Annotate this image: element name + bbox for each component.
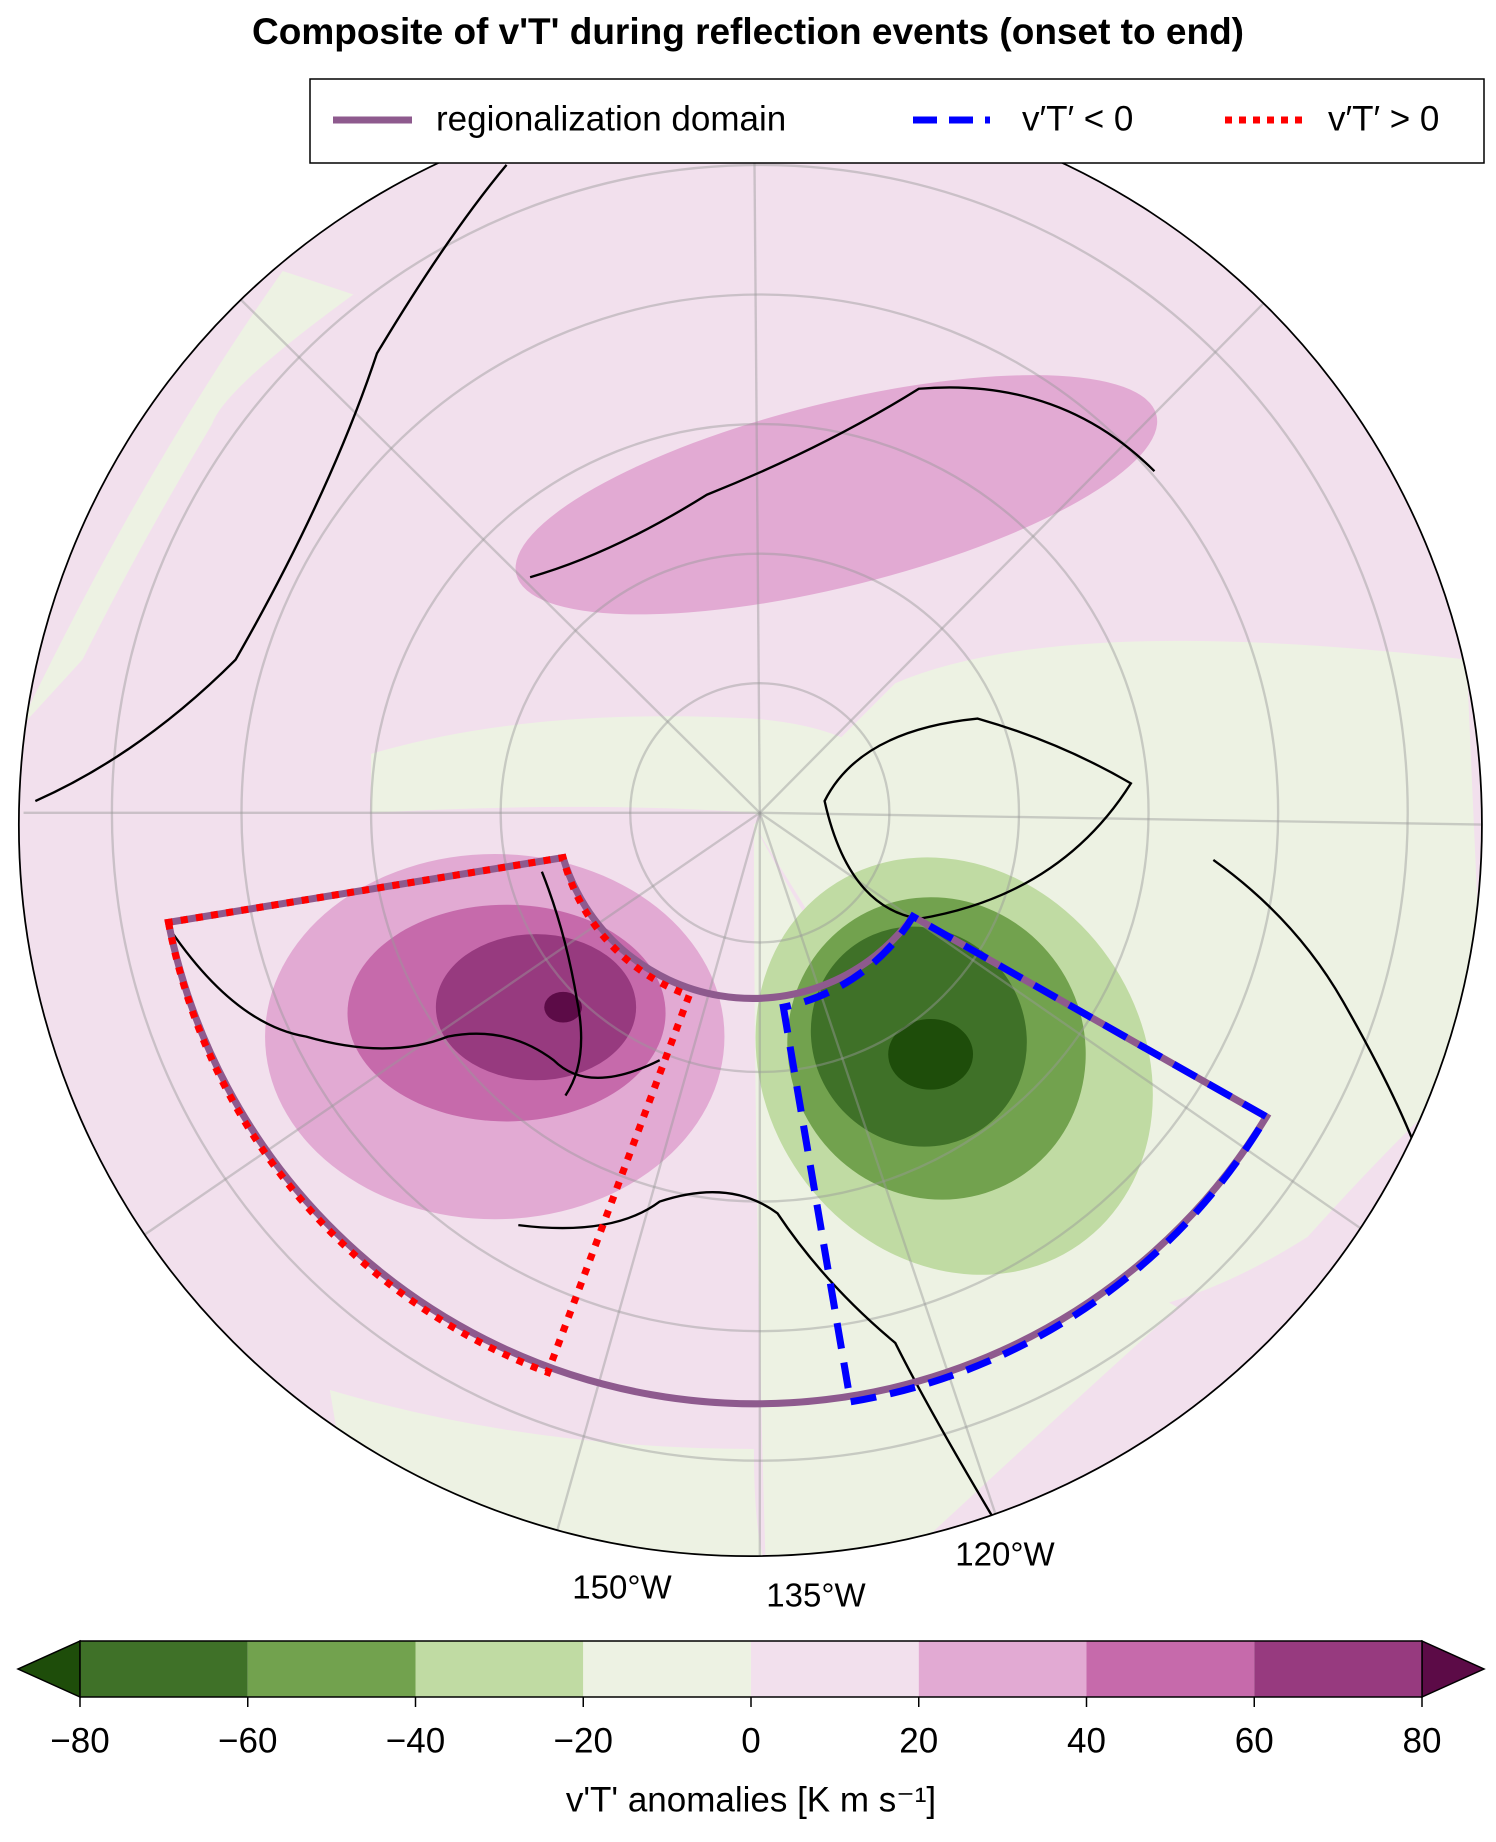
colorbar-tick-label: 60 — [1235, 1721, 1274, 1760]
colorbar-extend — [1421, 1639, 1486, 1699]
colorbar-label: v'T' anomalies [K m s⁻¹] — [566, 1780, 936, 1819]
colorbar: −80 −60 −40 −20 0 20 40 60 80 v'T' anomalies [K m… — [16, 1639, 1486, 1819]
coastlines — [34, 164, 1415, 1533]
graticule — [23, 94, 1482, 1557]
legend: regionalization domain v′T′ < 0 v′T′ > 0 — [333, 99, 1439, 138]
colorbar-tick-label: 40 — [1067, 1721, 1106, 1760]
domains — [164, 853, 1272, 1408]
colorbar-box — [80, 1641, 248, 1697]
colorbar-tick-label: −80 — [50, 1721, 109, 1760]
longitude-label: 150°W — [572, 1569, 672, 1606]
field-positive — [515, 375, 1158, 615]
colorbar-extend — [16, 1639, 81, 1699]
map — [17, 92, 1483, 1558]
field-green — [18, 270, 354, 731]
colorbar-tick-label: 20 — [899, 1721, 938, 1760]
negative-domain — [779, 911, 1272, 1406]
colorbar-box — [751, 1641, 919, 1697]
colorbar-box — [247, 1641, 416, 1697]
longitude-labels: 150°W 135°W 120°W — [572, 1536, 1055, 1614]
longitude-label: 135°W — [766, 1577, 866, 1614]
colorbar-box — [918, 1641, 1087, 1697]
colorbar-box — [415, 1641, 584, 1697]
colorbar-tick-label: −20 — [554, 1721, 613, 1760]
colorbar-tick-label: 0 — [741, 1721, 760, 1760]
legend-label: regionalization domain — [436, 99, 786, 138]
colorbar-tick-label: 80 — [1403, 1721, 1442, 1760]
title: Composite of v'T' during reflection even… — [252, 11, 1244, 52]
legend-label: v′T′ < 0 — [1022, 99, 1133, 138]
colorbar-tick-label: −60 — [218, 1721, 277, 1760]
colorbar-box — [1086, 1641, 1255, 1697]
field-green — [371, 716, 908, 819]
map-fields — [18, 93, 1482, 1557]
legend-box — [309, 78, 1485, 164]
field-negative — [888, 1018, 974, 1090]
regionalization-domain — [164, 853, 1272, 1408]
colorbar-tick-label: −40 — [386, 1721, 445, 1760]
positive-domain — [164, 853, 694, 1377]
colorbar-box — [1254, 1641, 1422, 1697]
field-positive — [435, 934, 637, 1081]
colorbar-box — [583, 1641, 751, 1697]
longitude-label: 120°W — [955, 1536, 1055, 1573]
field-positive — [544, 991, 582, 1023]
legend-label: v′T′ > 0 — [1328, 99, 1439, 138]
